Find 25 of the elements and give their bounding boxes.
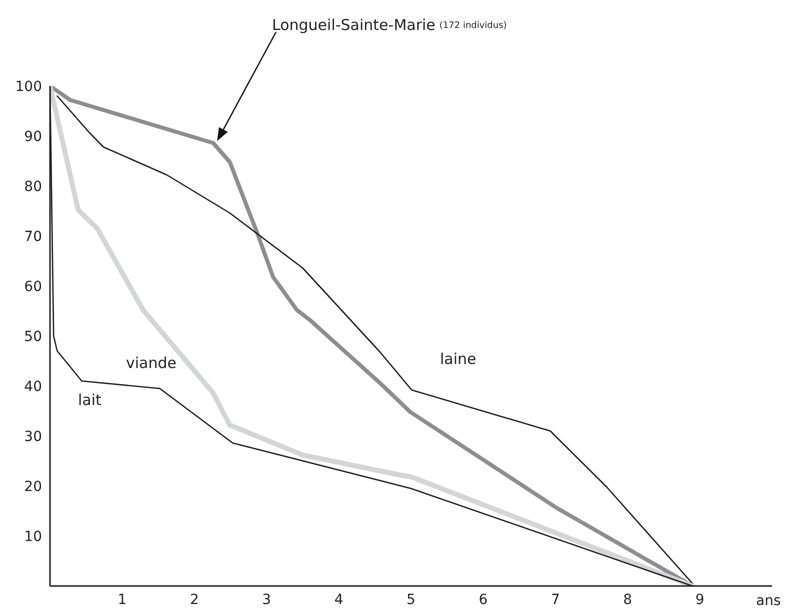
- y-tick-label: 30: [24, 428, 42, 445]
- x-tick-label: 1: [118, 592, 127, 608]
- x-tick-label: 3: [262, 592, 272, 608]
- series-label: viande: [126, 354, 176, 372]
- y-tick-label: 60: [24, 278, 42, 295]
- x-tick-label: 9: [695, 592, 704, 608]
- y-tick-label: 70: [24, 228, 42, 245]
- x-tick-label: 5: [406, 592, 416, 608]
- x-tick-label: 8: [623, 592, 632, 608]
- text: Longueil-Sainte-Marie: [272, 16, 436, 34]
- y-tick-label: 10: [24, 528, 42, 545]
- series-label: laine: [440, 350, 476, 368]
- x-axis-title: ans: [756, 593, 781, 609]
- y-tick-label: 50: [24, 328, 42, 345]
- y-tick-label: 100: [15, 78, 42, 95]
- y-tick-label: 20: [24, 478, 42, 495]
- series-label: lait: [78, 391, 102, 410]
- y-tick-label: 80: [24, 178, 42, 195]
- x-tick-label: 6: [478, 592, 488, 608]
- y-tick-label: 40: [24, 378, 42, 395]
- y-tick-label: 90: [24, 128, 42, 145]
- x-tick-label: 2: [190, 592, 199, 608]
- x-tick-label: 7: [550, 592, 560, 608]
- text: (172 individus): [439, 21, 507, 32]
- x-tick-label: 4: [334, 592, 344, 608]
